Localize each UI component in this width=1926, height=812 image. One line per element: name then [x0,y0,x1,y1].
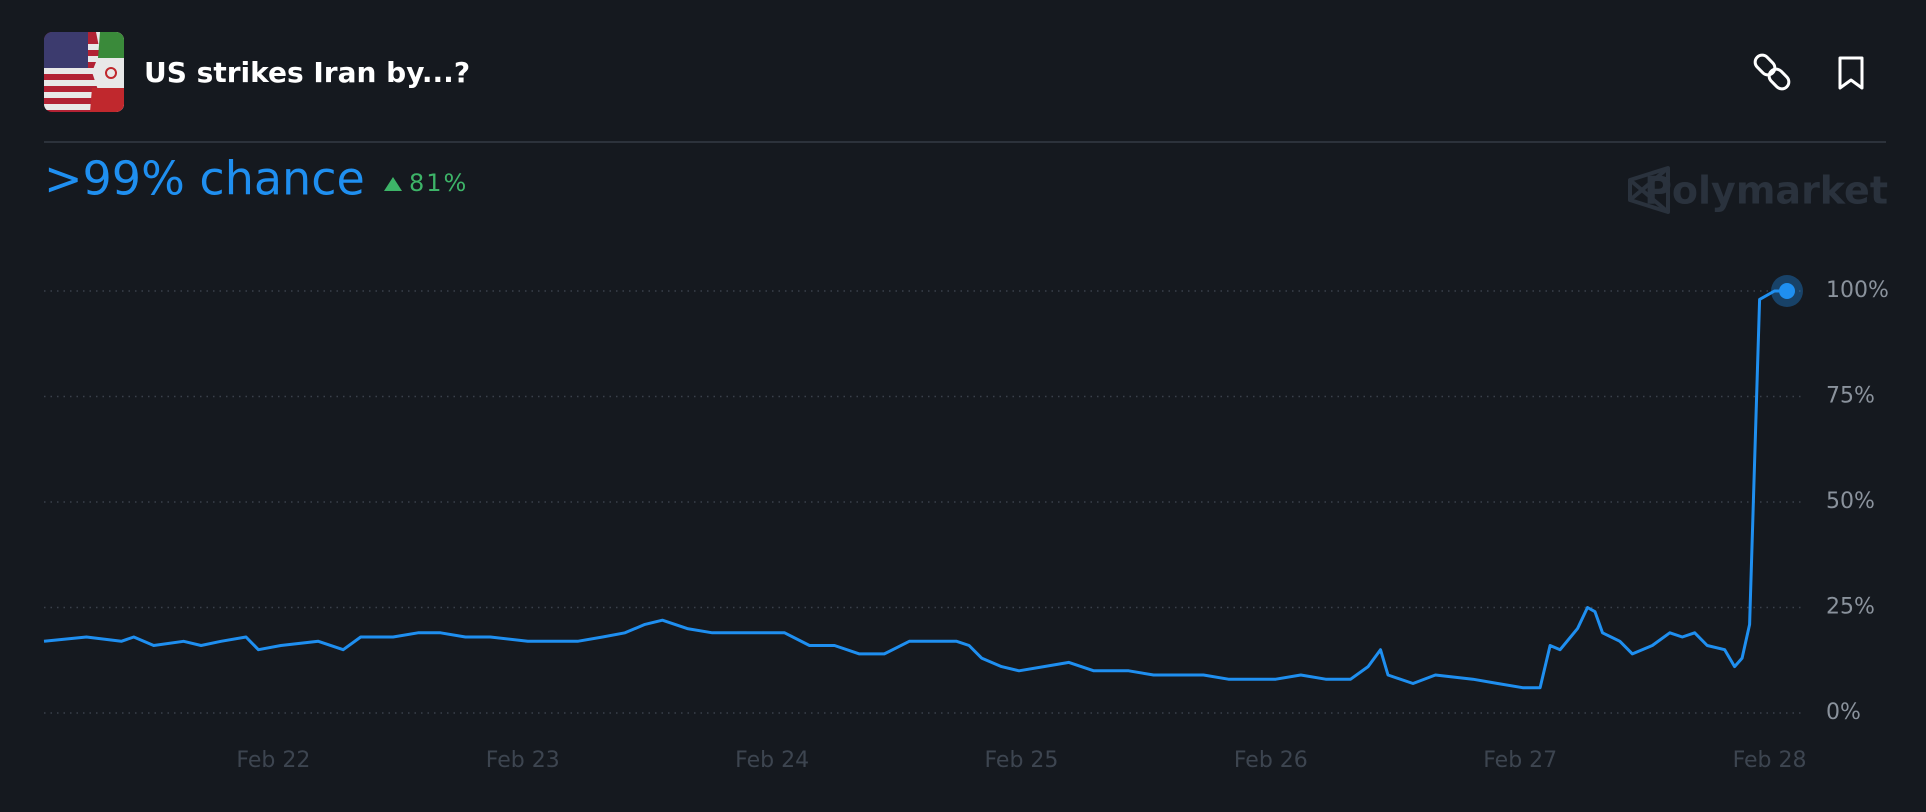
x-tick-label: Feb 22 [236,748,310,773]
market-title: US strikes Iran by...? [144,56,470,89]
y-tick-label: 50% [1826,489,1875,514]
x-tick-label: Feb 25 [984,748,1058,773]
end-point [1779,283,1795,299]
change-arrow [384,177,402,191]
brand-name: Polymarket [1644,169,1888,213]
x-tick-label: Feb 24 [735,748,809,773]
link-button[interactable] [1752,52,1791,91]
y-tick-label: 100% [1826,278,1889,303]
y-tick-label: 25% [1826,595,1875,620]
x-tick-label: Feb 23 [486,748,560,773]
market-icon [44,32,124,112]
brand-logo [1628,166,1670,214]
x-tick-label: Feb 26 [1234,748,1308,773]
bookmark-button[interactable] [1838,56,1864,90]
price-line [43,289,1787,690]
change: 81% [409,169,468,197]
y-tick-label: 0% [1826,700,1861,725]
x-tick-label: Feb 28 [1733,748,1807,773]
headline: >99% chance [44,152,365,206]
y-tick-label: 75% [1826,384,1875,409]
x-tick-label: Feb 27 [1483,748,1557,773]
